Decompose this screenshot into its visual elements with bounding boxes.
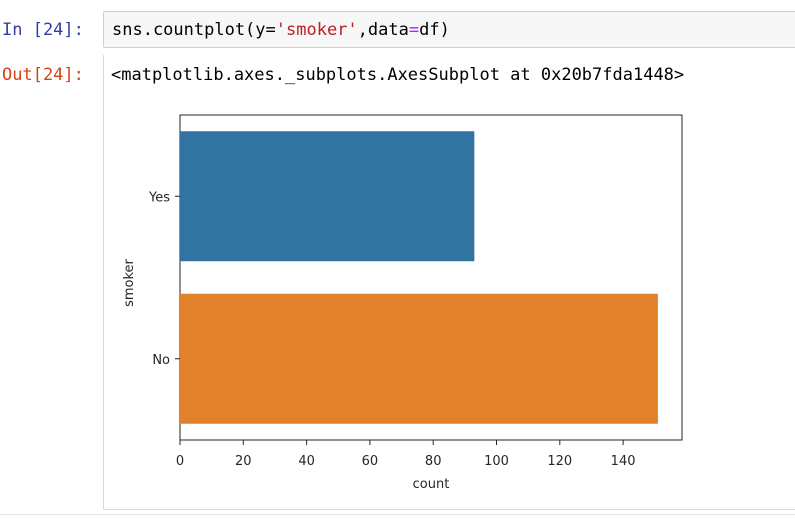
y-tick-label: No xyxy=(152,353,170,368)
x-tick-label: 40 xyxy=(298,454,315,469)
x-tick-label: 60 xyxy=(362,454,379,469)
x-axis-label: count xyxy=(413,477,450,492)
x-tick-label: 140 xyxy=(611,454,636,469)
code-data-kw: ,data xyxy=(357,20,409,40)
code-string-arg: 'smoker' xyxy=(275,20,358,40)
code-line[interactable]: sns.countplot(y='smoker',data=df) xyxy=(112,20,450,40)
code-end: df) xyxy=(419,20,450,40)
input-prompt: In [24]: xyxy=(2,20,84,40)
x-tick-label: 100 xyxy=(484,454,509,469)
output-repr-text: <matplotlib.axes._subplots.AxesSubplot a… xyxy=(111,65,685,85)
y-axis-label: smoker xyxy=(122,258,137,306)
code-func: sns.countplot(y= xyxy=(112,20,276,40)
output-area xyxy=(103,55,795,510)
code-input-cell[interactable]: sns.countplot(y='smoker',data=df) xyxy=(103,11,795,48)
bar-no xyxy=(180,293,658,424)
y-tick-label: Yes xyxy=(148,190,170,205)
x-tick-label: 0 xyxy=(176,454,184,469)
bar-yes xyxy=(180,131,475,262)
output-prompt: Out[24]: xyxy=(2,65,84,85)
x-tick-label: 80 xyxy=(425,454,442,469)
x-tick-label: 120 xyxy=(547,454,572,469)
code-equals-op: = xyxy=(408,20,420,40)
cell-divider xyxy=(0,514,795,515)
x-tick-label: 20 xyxy=(235,454,252,469)
